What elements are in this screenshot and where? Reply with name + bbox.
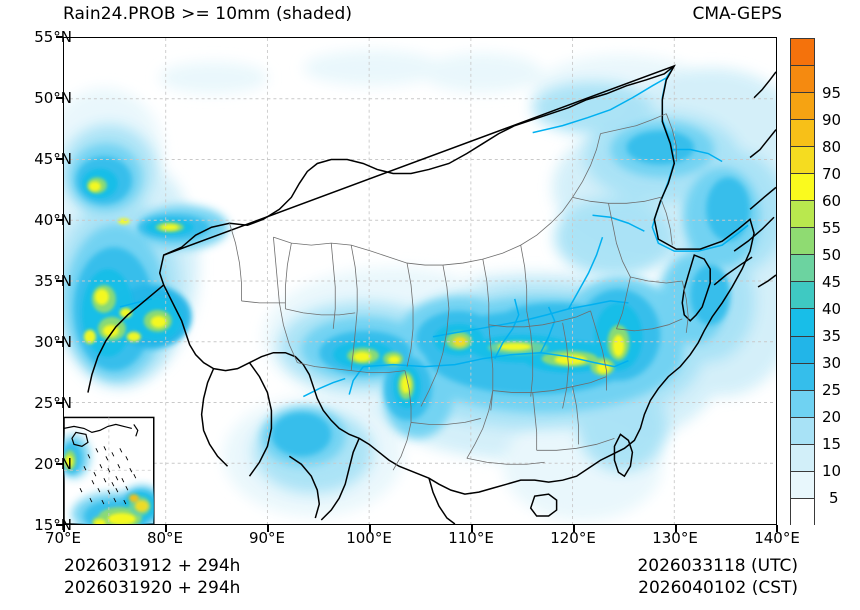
y-tick-label: 15°N bbox=[34, 516, 72, 534]
x-tick-label: 130°E bbox=[652, 529, 698, 547]
footer-valid-time-utc: 2026033118 (UTC) bbox=[637, 556, 798, 576]
colorbar-segment bbox=[791, 120, 814, 148]
x-tick-mark bbox=[165, 525, 167, 532]
y-tick-mark bbox=[56, 219, 63, 221]
footer-init-time-utc: 2026031912 + 294h bbox=[64, 556, 241, 576]
footer-valid-time-cst: 2026040102 (CST) bbox=[638, 578, 798, 598]
y-tick-label: 50°N bbox=[34, 89, 72, 107]
colorbar-segment bbox=[791, 39, 814, 67]
y-tick-mark bbox=[56, 463, 63, 465]
x-tick-mark bbox=[267, 525, 269, 532]
y-tick-mark bbox=[56, 341, 63, 343]
colorbar-tick-label: 95 bbox=[822, 84, 842, 102]
y-tick-mark bbox=[56, 402, 63, 404]
colorbar-segment bbox=[791, 93, 814, 121]
colorbar-tick-label: 50 bbox=[822, 246, 842, 264]
colorbar-segment bbox=[791, 498, 814, 526]
x-tick-label: 70°E bbox=[44, 529, 82, 547]
colorbar-tick-label: 35 bbox=[822, 327, 842, 345]
footer-init-time-cst: 2026031920 + 294h bbox=[64, 578, 241, 598]
province-borders bbox=[229, 113, 689, 471]
x-tick-label: 80°E bbox=[146, 529, 184, 547]
x-tick-label: 140°E bbox=[754, 529, 800, 547]
x-tick-mark bbox=[573, 525, 575, 532]
colorbar-segment bbox=[791, 282, 814, 310]
colorbar-tick-label: 90 bbox=[822, 111, 842, 129]
x-tick-mark bbox=[776, 525, 778, 532]
x-tick-label: 90°E bbox=[248, 529, 286, 547]
x-tick-label: 110°E bbox=[448, 529, 494, 547]
colorbar-segment bbox=[791, 471, 814, 499]
x-tick-label: 120°E bbox=[550, 529, 596, 547]
y-tick-mark bbox=[56, 97, 63, 99]
inset-south-china-sea bbox=[64, 416, 155, 524]
y-tick-label: 55°N bbox=[34, 28, 72, 46]
colorbar-segment bbox=[791, 363, 814, 391]
x-tick-label: 100°E bbox=[346, 529, 392, 547]
y-tick-label: 35°N bbox=[34, 272, 72, 290]
y-tick-label: 25°N bbox=[34, 394, 72, 412]
country-borders bbox=[87, 64, 776, 524]
colorbar-segment bbox=[791, 66, 814, 94]
colorbar-tick-label: 70 bbox=[822, 165, 842, 183]
y-tick-mark bbox=[56, 524, 63, 526]
colorbar-segment bbox=[791, 390, 814, 418]
colorbar-tick-label: 5 bbox=[829, 489, 839, 507]
y-tick-mark bbox=[56, 36, 63, 38]
colorbar-segment bbox=[791, 417, 814, 445]
y-tick-label: 30°N bbox=[34, 333, 72, 351]
colorbar-tick-label: 55 bbox=[822, 219, 842, 237]
x-tick-mark bbox=[675, 525, 677, 532]
y-tick-label: 40°N bbox=[34, 211, 72, 229]
colorbar-segment bbox=[791, 309, 814, 337]
colorbar-tick-label: 60 bbox=[822, 192, 842, 210]
shaded-probability-field bbox=[64, 38, 776, 524]
colorbar-tick-label: 45 bbox=[822, 273, 842, 291]
colorbar-segment bbox=[791, 201, 814, 229]
colorbar-tick-label: 30 bbox=[822, 354, 842, 372]
y-tick-label: 45°N bbox=[34, 150, 72, 168]
colorbar-segment bbox=[791, 444, 814, 472]
colorbar-tick-label: 10 bbox=[822, 462, 842, 480]
x-tick-mark bbox=[63, 525, 65, 532]
map-plot-area[interactable] bbox=[63, 37, 777, 525]
y-tick-label: 20°N bbox=[34, 455, 72, 473]
colorbar-tick-label: 80 bbox=[822, 138, 842, 156]
colorbar-segment bbox=[791, 228, 814, 256]
colorbar-segment bbox=[791, 336, 814, 364]
colorbar-segment bbox=[791, 255, 814, 283]
colorbar-tick-label: 25 bbox=[822, 381, 842, 399]
colorbar[interactable] bbox=[790, 38, 815, 526]
map-svg bbox=[64, 38, 776, 524]
y-tick-mark bbox=[56, 158, 63, 160]
x-tick-mark bbox=[471, 525, 473, 532]
x-tick-mark bbox=[369, 525, 371, 532]
colorbar-segment bbox=[791, 174, 814, 202]
model-label: CMA-GEPS bbox=[692, 4, 782, 24]
y-tick-mark bbox=[56, 280, 63, 282]
colorbar-tick-label: 15 bbox=[822, 435, 842, 453]
colorbar-tick-label: 40 bbox=[822, 300, 842, 318]
colorbar-tick-label: 20 bbox=[822, 408, 842, 426]
page-title: Rain24.PROB >= 10mm (shaded) bbox=[63, 4, 353, 24]
colorbar-segment bbox=[791, 147, 814, 175]
